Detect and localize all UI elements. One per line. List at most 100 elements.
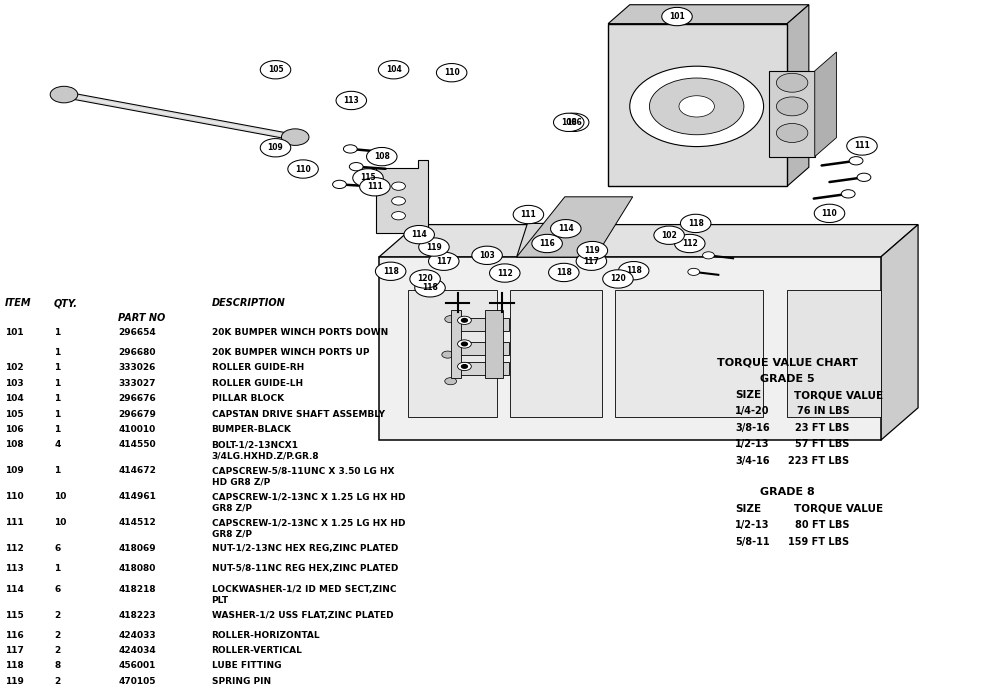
Text: 2: 2 [54, 676, 60, 685]
Circle shape [419, 238, 449, 256]
Circle shape [553, 113, 584, 131]
Text: 112: 112 [5, 545, 24, 553]
Text: LOCKWASHER-1/2 ID MED SECT,ZINC: LOCKWASHER-1/2 ID MED SECT,ZINC [212, 585, 396, 594]
Text: 456001: 456001 [118, 661, 155, 670]
Polygon shape [379, 257, 881, 440]
Text: 116: 116 [539, 239, 555, 248]
Text: 424034: 424034 [118, 646, 155, 655]
Circle shape [352, 169, 384, 187]
Circle shape [415, 278, 445, 297]
Text: 223 FT LBS: 223 FT LBS [788, 455, 849, 466]
Circle shape [409, 269, 441, 288]
Text: 414672: 414672 [118, 466, 155, 475]
Circle shape [461, 342, 467, 346]
Text: 111: 111 [5, 518, 24, 527]
Text: 112: 112 [497, 269, 513, 278]
Polygon shape [787, 290, 881, 417]
Text: 6: 6 [54, 545, 60, 553]
Circle shape [333, 180, 346, 189]
Text: 418223: 418223 [118, 611, 155, 620]
Text: 115: 115 [360, 173, 376, 182]
Text: 113: 113 [5, 565, 24, 574]
Text: 110: 110 [822, 209, 837, 218]
Text: 117: 117 [5, 646, 24, 655]
Text: WASHER-1/2 USS FLAT,ZINC PLATED: WASHER-1/2 USS FLAT,ZINC PLATED [212, 611, 394, 620]
Text: 76 IN LBS: 76 IN LBS [797, 406, 849, 416]
Text: 105: 105 [5, 410, 24, 419]
Circle shape [392, 182, 405, 190]
Text: 3/4-16: 3/4-16 [735, 455, 769, 466]
Text: 106: 106 [566, 118, 582, 127]
Text: 1: 1 [54, 328, 60, 337]
Text: 2: 2 [54, 646, 60, 655]
Circle shape [776, 97, 808, 116]
Text: CAPSTAN DRIVE SHAFT ASSEMBLY: CAPSTAN DRIVE SHAFT ASSEMBLY [212, 410, 385, 419]
Text: GRADE 5: GRADE 5 [760, 374, 815, 384]
Circle shape [376, 262, 406, 281]
Text: 333026: 333026 [118, 363, 155, 372]
Text: 296676: 296676 [118, 394, 155, 404]
Text: 296679: 296679 [118, 410, 155, 419]
Text: 118: 118 [688, 219, 704, 228]
Text: CAPSCREW-1/2-13NC X 1.25 LG HX HD: CAPSCREW-1/2-13NC X 1.25 LG HX HD [212, 518, 405, 527]
Text: 6: 6 [54, 585, 60, 594]
Text: NUT-1/2-13NC HEX REG,ZINC PLATED: NUT-1/2-13NC HEX REG,ZINC PLATED [212, 545, 398, 553]
Bar [455, 362, 509, 375]
Circle shape [281, 129, 309, 145]
Circle shape [815, 205, 844, 223]
Text: 296654: 296654 [118, 328, 155, 337]
Circle shape [776, 124, 808, 142]
Text: 120: 120 [610, 274, 626, 283]
Text: 159 FT LBS: 159 FT LBS [788, 537, 849, 547]
Circle shape [343, 145, 357, 153]
Text: SIZE: SIZE [735, 390, 762, 400]
Circle shape [260, 61, 291, 79]
Circle shape [514, 205, 543, 224]
Text: 101: 101 [5, 328, 24, 337]
Text: TORQUE VALUE: TORQUE VALUE [794, 504, 884, 513]
Text: 116: 116 [5, 631, 24, 640]
Text: TORQUE VALUE: TORQUE VALUE [794, 390, 884, 400]
Circle shape [442, 351, 454, 358]
Text: 111: 111 [854, 142, 870, 151]
Circle shape [428, 252, 459, 270]
Circle shape [681, 214, 710, 233]
Polygon shape [615, 290, 763, 417]
Circle shape [392, 211, 405, 220]
Text: 1: 1 [54, 379, 60, 388]
Circle shape [392, 197, 405, 205]
Text: 117: 117 [436, 257, 452, 266]
Circle shape [857, 173, 871, 182]
Text: 118: 118 [383, 267, 399, 276]
Text: ITEM: ITEM [5, 299, 31, 308]
Text: ROLLER-HORIZONTAL: ROLLER-HORIZONTAL [212, 631, 320, 640]
Text: 5/8-11: 5/8-11 [735, 537, 769, 547]
Text: 119: 119 [5, 676, 24, 685]
Text: 108: 108 [5, 440, 24, 449]
Text: 1/2-13: 1/2-13 [735, 520, 769, 530]
Text: 8: 8 [54, 661, 60, 670]
Circle shape [776, 73, 808, 92]
Text: 103: 103 [479, 251, 495, 260]
Text: 110: 110 [444, 68, 460, 77]
Polygon shape [451, 310, 461, 378]
Text: 1: 1 [54, 410, 60, 419]
Circle shape [846, 137, 878, 155]
Text: 1: 1 [54, 565, 60, 574]
Text: 3/4LG.HXHD.Z/P.GR.8: 3/4LG.HXHD.Z/P.GR.8 [212, 451, 319, 460]
Circle shape [661, 8, 692, 26]
Text: LUBE FITTING: LUBE FITTING [212, 661, 281, 670]
Text: QTY.: QTY. [54, 299, 78, 308]
Polygon shape [517, 223, 595, 257]
Circle shape [841, 190, 855, 198]
Circle shape [403, 225, 435, 244]
Text: 418069: 418069 [118, 545, 155, 553]
Polygon shape [608, 5, 809, 23]
Polygon shape [510, 290, 602, 417]
Circle shape [349, 162, 363, 171]
Circle shape [360, 178, 390, 196]
Text: SIZE: SIZE [735, 504, 762, 513]
Text: 1: 1 [54, 425, 60, 434]
Text: 470105: 470105 [118, 676, 155, 685]
Polygon shape [517, 197, 633, 257]
